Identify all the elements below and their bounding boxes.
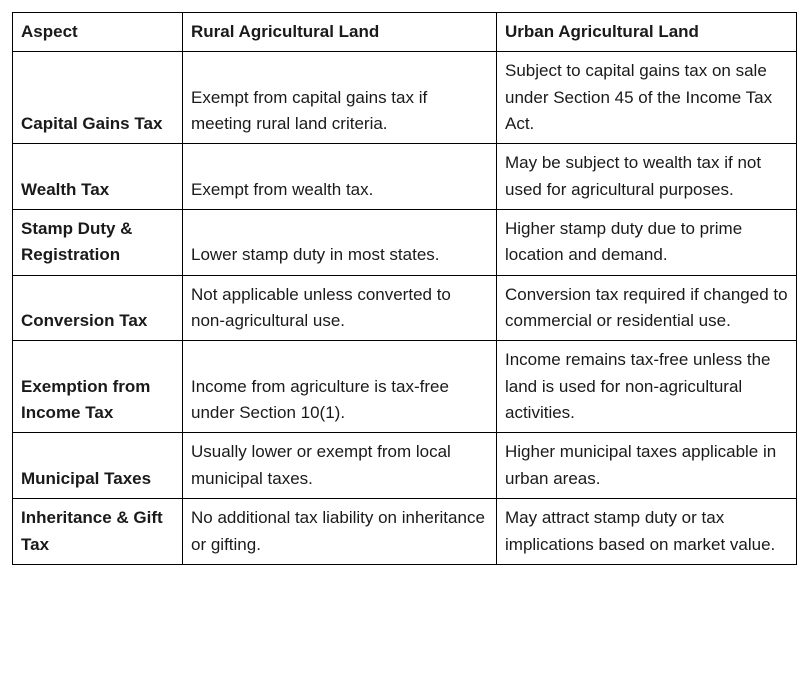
cell-aspect: Municipal Taxes: [13, 433, 183, 499]
cell-urban: Income remains tax-free unless the land …: [497, 341, 797, 433]
table-row: Conversion Tax Not applicable unless con…: [13, 275, 797, 341]
cell-urban: Higher stamp duty due to prime location …: [497, 210, 797, 276]
col-header-rural: Rural Agricultural Land: [183, 13, 497, 52]
cell-aspect: Wealth Tax: [13, 144, 183, 210]
cell-aspect: Exemption from Income Tax: [13, 341, 183, 433]
cell-urban: Conversion tax required if changed to co…: [497, 275, 797, 341]
table-row: Stamp Duty & Registration Lower stamp du…: [13, 210, 797, 276]
cell-aspect: Inheritance & Gift Tax: [13, 499, 183, 565]
table-row: Capital Gains Tax Exempt from capital ga…: [13, 52, 797, 144]
cell-urban: May attract stamp duty or tax implicatio…: [497, 499, 797, 565]
table-row: Exemption from Income Tax Income from ag…: [13, 341, 797, 433]
cell-rural: Income from agriculture is tax-free unde…: [183, 341, 497, 433]
cell-urban: Subject to capital gains tax on sale und…: [497, 52, 797, 144]
col-header-urban: Urban Agricultural Land: [497, 13, 797, 52]
cell-aspect: Capital Gains Tax: [13, 52, 183, 144]
table-row: Inheritance & Gift Tax No additional tax…: [13, 499, 797, 565]
comparison-table: Aspect Rural Agricultural Land Urban Agr…: [12, 12, 797, 565]
cell-aspect: Conversion Tax: [13, 275, 183, 341]
col-header-aspect: Aspect: [13, 13, 183, 52]
cell-rural: Lower stamp duty in most states.: [183, 210, 497, 276]
cell-rural: Exempt from capital gains tax if meeting…: [183, 52, 497, 144]
cell-rural: Usually lower or exempt from local munic…: [183, 433, 497, 499]
table-row: Municipal Taxes Usually lower or exempt …: [13, 433, 797, 499]
cell-rural: Exempt from wealth tax.: [183, 144, 497, 210]
table-row: Wealth Tax Exempt from wealth tax. May b…: [13, 144, 797, 210]
cell-rural: Not applicable unless converted to non-a…: [183, 275, 497, 341]
cell-urban: May be subject to wealth tax if not used…: [497, 144, 797, 210]
cell-aspect: Stamp Duty & Registration: [13, 210, 183, 276]
table-header-row: Aspect Rural Agricultural Land Urban Agr…: [13, 13, 797, 52]
cell-urban: Higher municipal taxes applicable in urb…: [497, 433, 797, 499]
cell-rural: No additional tax liability on inheritan…: [183, 499, 497, 565]
